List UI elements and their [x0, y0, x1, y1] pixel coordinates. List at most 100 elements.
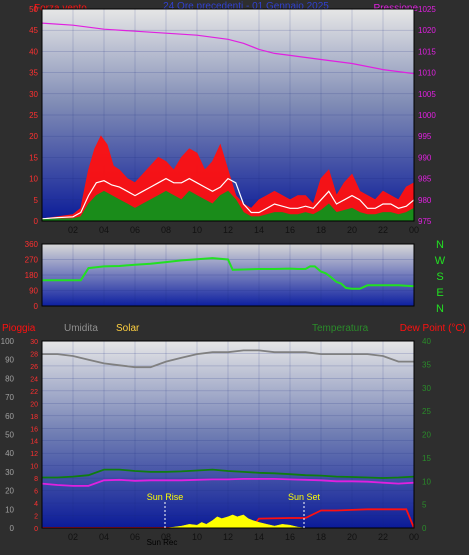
- y-tick-label: 270: [25, 256, 39, 265]
- wind-pressure-axes: 02 04 06 08 10 12 14 16 18 20 22 000510152025303540…: [29, 5, 436, 235]
- y-tick-label: 1025: [418, 5, 436, 14]
- x-tick-label: 16: [285, 225, 295, 235]
- y-tick-label: 60: [5, 412, 14, 421]
- compass-label-1: N: [436, 239, 444, 251]
- legend-rain: Pioggia: [2, 323, 36, 334]
- y-tick-label: 90: [5, 356, 14, 365]
- y-tick-label: 35: [29, 69, 38, 78]
- x-tick-label: 10: [192, 225, 202, 235]
- compass-label-2: W: [435, 255, 446, 267]
- y-tick-label: 995: [418, 132, 432, 141]
- y-tick-label: 25: [29, 111, 38, 120]
- series-temperatura: [42, 468, 414, 479]
- y-tick-label: 22: [30, 389, 38, 396]
- x-tick-label: 06: [130, 532, 140, 542]
- x-tick-label: 04: [99, 532, 109, 542]
- y-tick-label: 10: [29, 175, 38, 184]
- y-tick-label: 20: [29, 132, 38, 141]
- y-tick-label: 2: [34, 514, 38, 521]
- y-tick-label: 30: [422, 384, 431, 393]
- y-tick-label: 40: [422, 337, 431, 346]
- y-tick-label: 10: [422, 477, 431, 486]
- y-tick-label: 30: [30, 339, 38, 346]
- y-tick-label: 990: [418, 153, 432, 162]
- y-tick-label: 28: [30, 351, 38, 358]
- y-tick-label: 5: [34, 196, 39, 205]
- sunrec-label: Sun Rec: [147, 538, 178, 547]
- y-tick-label: 975: [418, 217, 432, 226]
- series-dew-point-c: [42, 478, 414, 487]
- sunrise-label: Sun Rise: [147, 492, 184, 502]
- compass-label-4: E: [436, 287, 443, 299]
- y-tick-label: 6: [34, 489, 38, 496]
- y-tick-label: 14: [30, 439, 38, 446]
- series-umidita: [42, 349, 414, 369]
- x-tick-label: 18: [316, 225, 326, 235]
- series-raffica: [42, 177, 414, 220]
- y-tick-label: 30: [29, 90, 38, 99]
- humidity-temperature-grid: [42, 341, 414, 528]
- legend-solar: Solar: [116, 323, 140, 334]
- y-tick-label: 25: [422, 407, 431, 416]
- y-tick-label: 30: [5, 468, 14, 477]
- wind-direction-series: [42, 257, 414, 290]
- x-tick-label: 00: [409, 225, 419, 235]
- y-tick-label: 24: [30, 376, 38, 383]
- sun-annotations: Sun Rise Sun Set Sun Rec: [147, 492, 321, 547]
- y-tick-label: 10: [5, 505, 14, 514]
- legend-dew-point: Dew Point (°C): [400, 323, 466, 334]
- y-tick-label: 985: [418, 175, 432, 184]
- x-tick-label: 06: [130, 225, 140, 235]
- y-tick-label: 5: [422, 501, 427, 510]
- y-tick-label: 100: [1, 337, 15, 346]
- y-tick-label: 50: [5, 431, 14, 440]
- wind-direction-axes: 0 90 180 270 360: [25, 240, 39, 311]
- series-pressione: [42, 22, 414, 75]
- x-tick-label: 14: [254, 532, 264, 542]
- x-tick-label: 20: [347, 532, 357, 542]
- y-tick-label: 16: [30, 426, 38, 433]
- x-tick-label: 18: [316, 532, 326, 542]
- y-tick-label: 0: [422, 524, 427, 533]
- x-tick-label: 20: [347, 225, 357, 235]
- y-tick-label: 360: [25, 240, 39, 249]
- humidity-temperature-axes: 02 04 06 08 10 12 14 16 18 20 22 000102030405060708…: [1, 337, 432, 542]
- y-tick-label: 70: [5, 393, 14, 402]
- y-tick-label: 1000: [418, 111, 436, 120]
- x-tick-label: 12: [223, 225, 233, 235]
- y-tick-label: 80: [5, 374, 14, 383]
- y-tick-label: 10: [30, 464, 38, 471]
- chart-title: 24 Ore precedenti - 01 Gennaio 2025: [163, 1, 329, 12]
- x-tick-label: 02: [68, 532, 78, 542]
- compass-labels: N W S E N: [435, 239, 446, 315]
- y-tick-label: 15: [29, 153, 38, 162]
- y-tick-label: 980: [418, 196, 432, 205]
- wind-direction-plot-area: [42, 244, 414, 306]
- y-tick-label: 1005: [418, 90, 436, 99]
- y-tick-label: 4: [34, 501, 38, 508]
- y-tick-label: 1010: [418, 69, 436, 78]
- y-tick-label: 18: [30, 414, 38, 421]
- humidity-temperature-plot-area: [42, 341, 414, 528]
- wind-pressure-series: [42, 22, 414, 221]
- x-tick-label: 22: [378, 225, 388, 235]
- x-tick-label: 02: [68, 225, 78, 235]
- y-tick-label: 90: [29, 287, 38, 296]
- sunset-label: Sun Set: [288, 492, 321, 502]
- y-tick-label: 26: [30, 364, 38, 371]
- x-tick-label: 08: [161, 225, 171, 235]
- series-media: [42, 190, 414, 221]
- x-tick-label: 04: [99, 225, 109, 235]
- y-tick-label: 180: [25, 271, 39, 280]
- legend-humidity: Umidita: [64, 323, 98, 334]
- series-wind-direction: [42, 257, 414, 290]
- compass-label-5: N: [436, 303, 444, 315]
- x-tick-label: 16: [285, 532, 295, 542]
- y-tick-label: 40: [29, 47, 38, 56]
- x-tick-label: 12: [223, 532, 233, 542]
- y-tick-label: 20: [30, 401, 38, 408]
- humidity-temperature-series: [42, 349, 414, 528]
- y-tick-label: 40: [5, 449, 14, 458]
